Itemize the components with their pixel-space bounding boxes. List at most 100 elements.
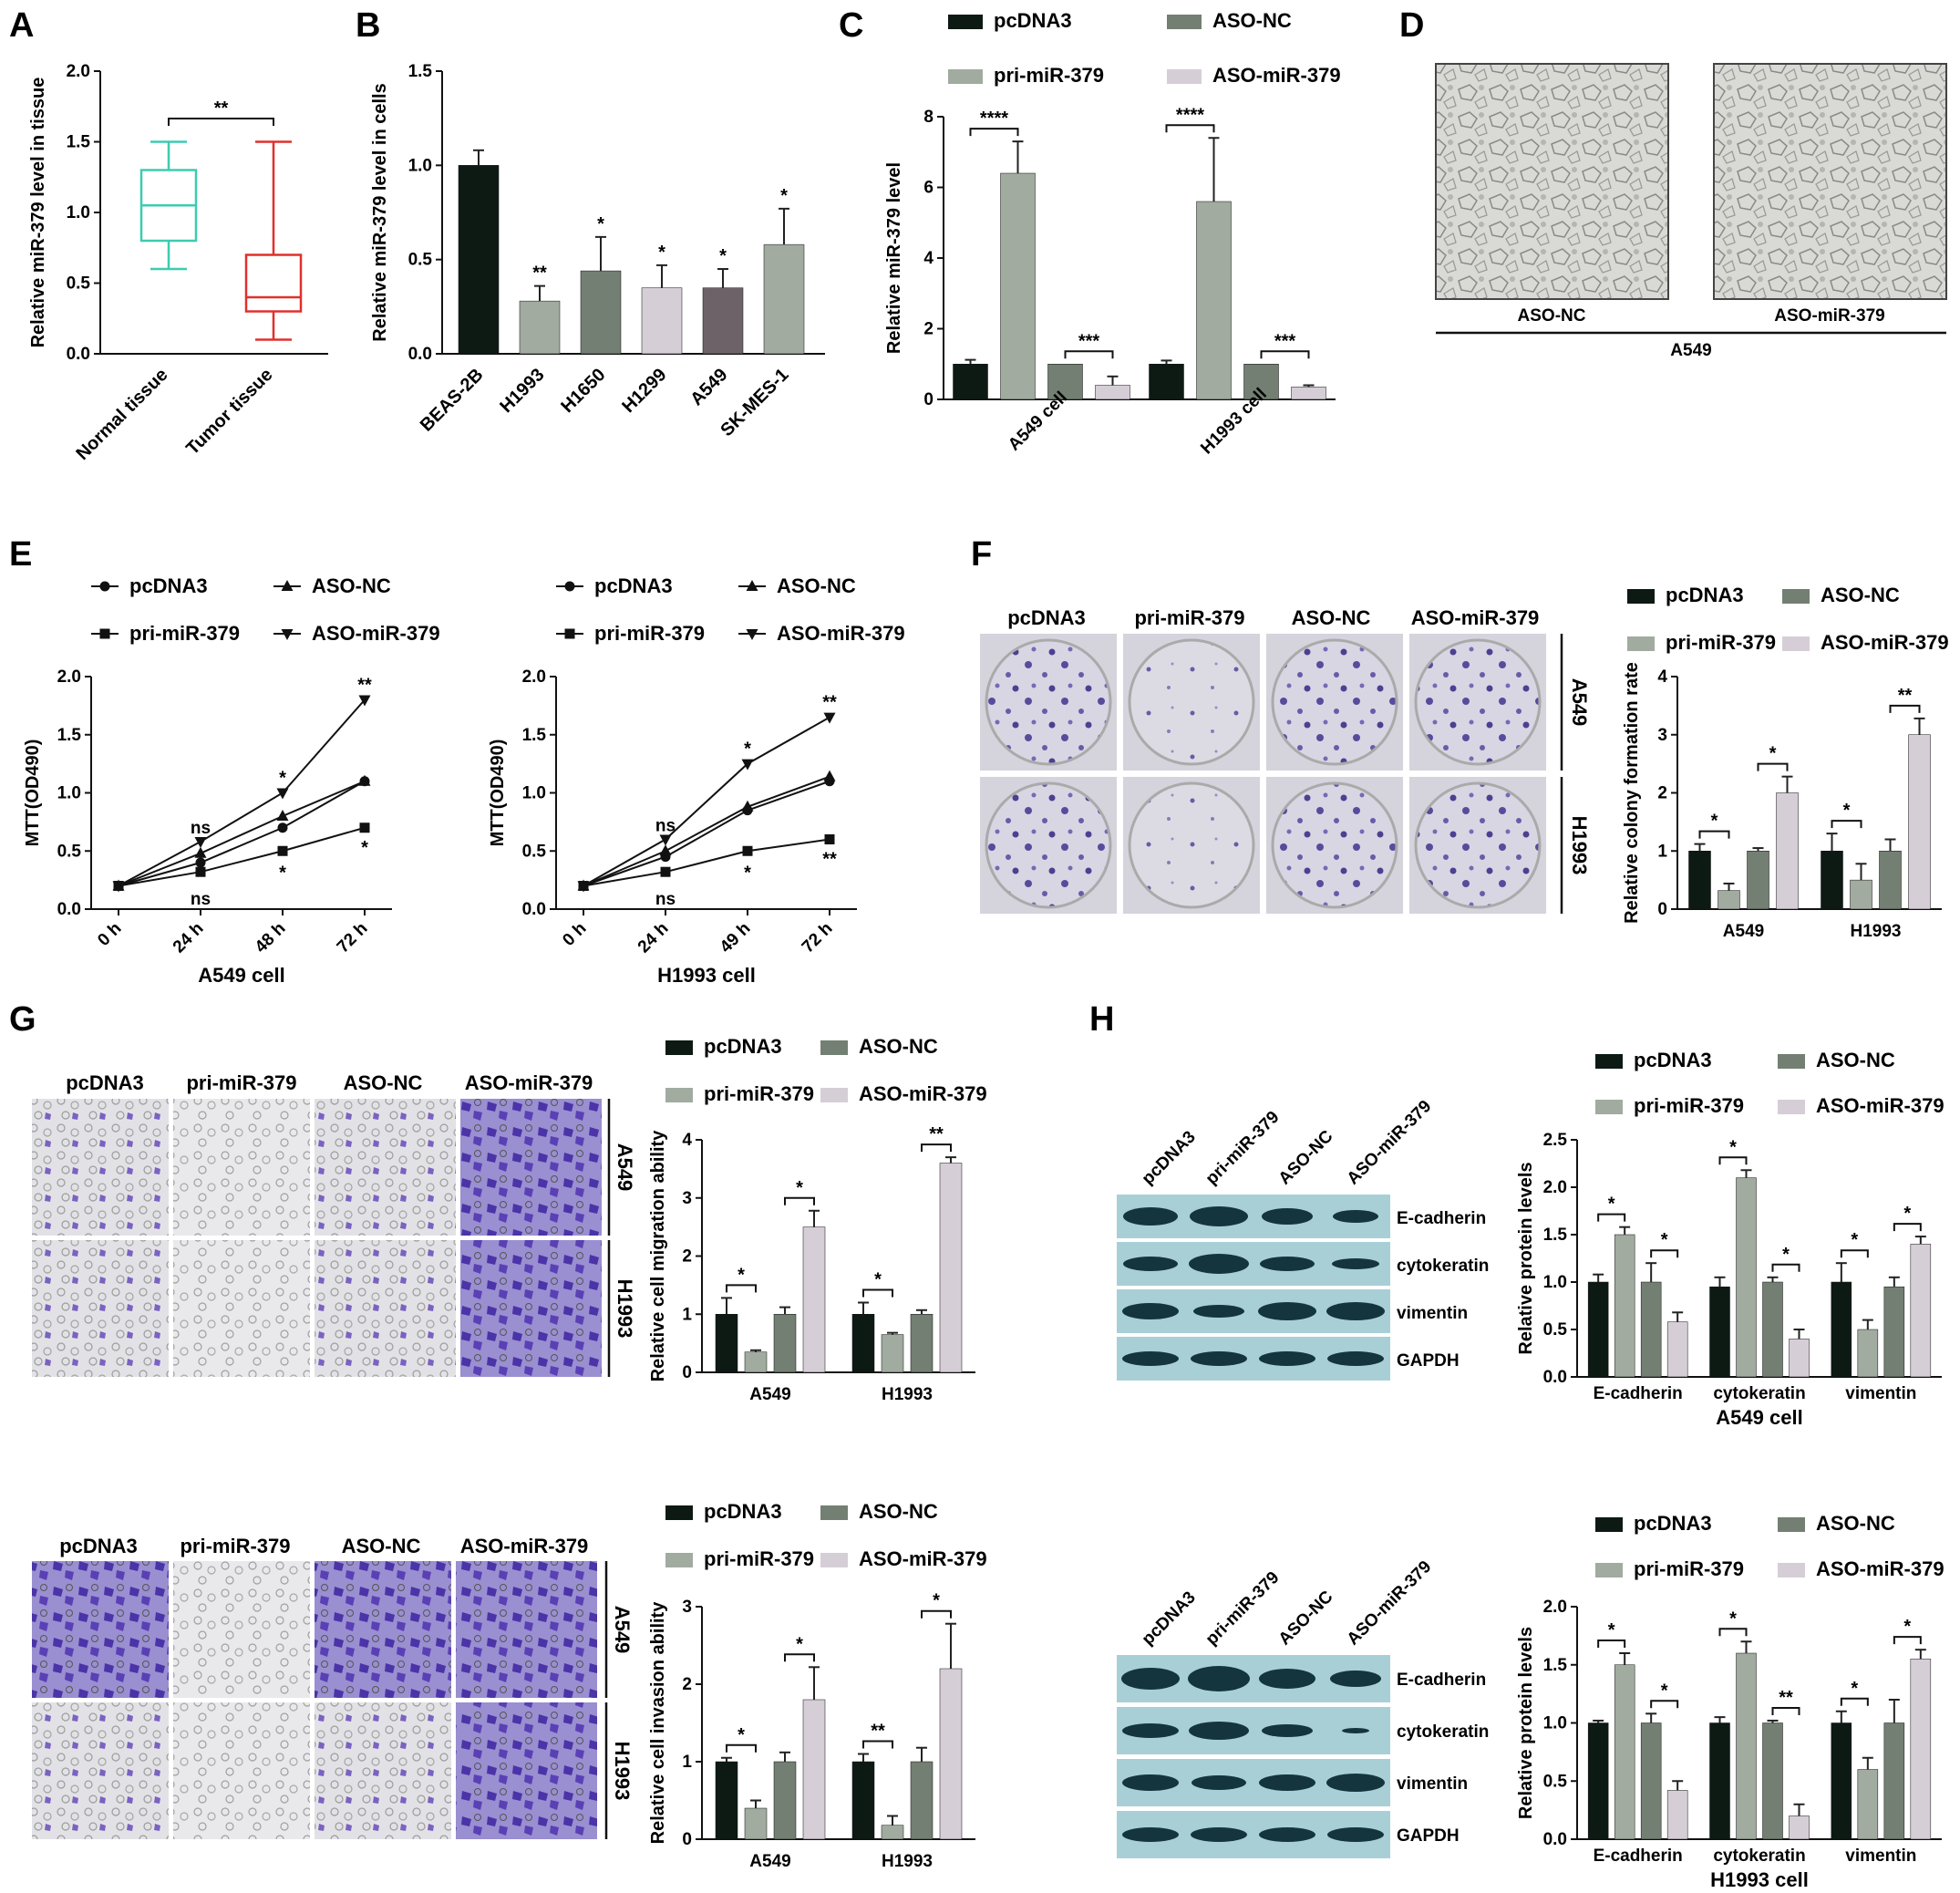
significance-label: * [658, 243, 665, 263]
y-tick-label: 1.0 [1543, 1714, 1567, 1733]
panel-label-c: C [839, 6, 863, 45]
x-tick-label: H1650 [557, 365, 609, 417]
significance-label: * [738, 1265, 745, 1285]
x-tick-label: H1993 [496, 365, 548, 417]
y-tick-label: 4 [682, 1131, 692, 1150]
legend-swatch [1782, 589, 1810, 604]
x-tick-label: 0 h [559, 919, 590, 950]
x-tick-label: 0 h [94, 919, 125, 950]
bar [1047, 364, 1083, 400]
panel-g-migration-images: pcDNA3 pri-miR-379 ASO-NC ASO-miR-379 A5… [32, 1071, 636, 1377]
y-tick-label: 1.5 [67, 133, 91, 152]
series-line [583, 716, 830, 887]
y-axis-label: Relative miR-379 level in cells [370, 83, 390, 342]
bar [702, 287, 744, 355]
y-tick-label: 0.0 [1543, 1830, 1567, 1849]
transwell-image [32, 1702, 169, 1839]
x-axis-label: A549 cell [198, 964, 284, 987]
transwell-image [315, 1240, 456, 1377]
significance-bracket [784, 1196, 815, 1205]
significance-label: * [1729, 1137, 1737, 1157]
significance-bracket [921, 1143, 952, 1153]
y-tick-label: 0.5 [57, 842, 82, 861]
x-tick-label: Normal tissue [72, 365, 171, 464]
legend-marker [99, 628, 110, 639]
x-tick-label: H1993 [882, 1385, 933, 1404]
significance-bracket [1718, 1156, 1748, 1165]
data-point [277, 845, 288, 856]
significance-bracket [862, 1288, 893, 1298]
significance-bracket [1597, 1640, 1626, 1648]
data-point [358, 774, 371, 786]
y-tick-label: 1.0 [57, 784, 81, 803]
bar [715, 1761, 738, 1840]
y-tick-label: 2 [1657, 784, 1667, 803]
x-tick-label: A549 [1723, 922, 1764, 941]
transwell-image [32, 1099, 169, 1236]
band-label: GAPDH [1397, 1351, 1460, 1371]
y-tick-label: 0.0 [57, 900, 81, 919]
significance-bracket [784, 1653, 815, 1662]
transwell-image [173, 1240, 310, 1377]
data-point [194, 846, 207, 858]
bar [1095, 385, 1130, 400]
chart-a-tissue-boxplot: 0.0 0.5 1.0 1.5 2.0 Relative miR-379 level in… [28, 62, 328, 464]
legend-label: ASO-miR-379 [1212, 64, 1341, 87]
bar [1821, 851, 1843, 910]
chart-h-protein-h1993: 0.0 0.5 1.0 1.5 2.0 Relative protein levels E-… [1516, 1512, 1945, 1891]
data-point [276, 810, 289, 821]
legend-swatch [820, 1088, 848, 1102]
y-tick-label: 0.5 [1543, 1320, 1568, 1340]
colony-dish [985, 638, 1112, 766]
bar [851, 1761, 875, 1840]
lane-label: ASO-NC [1275, 1587, 1337, 1649]
significance-label: * [1661, 1230, 1668, 1250]
bar [802, 1226, 826, 1373]
legend-label: pcDNA3 [1634, 1049, 1712, 1071]
transwell-image [460, 1099, 602, 1236]
y-tick-label: 0.0 [408, 345, 432, 364]
bar [1291, 387, 1326, 400]
x-tick-label: vimentin [1845, 1846, 1916, 1866]
bar [580, 270, 622, 355]
y-tick-label: 2.0 [522, 667, 546, 687]
x-tick-label: E-cadherin [1594, 1846, 1683, 1866]
significance-label: ** [1779, 1688, 1793, 1708]
bar [1850, 879, 1872, 910]
series-line [583, 838, 830, 887]
data-point [742, 845, 753, 856]
significance-bracket [1757, 762, 1789, 771]
bar [1149, 364, 1184, 400]
bar [1196, 201, 1232, 400]
y-tick-label: 1.5 [1543, 1656, 1568, 1675]
y-tick-label: 0.0 [1543, 1368, 1567, 1387]
data-point [659, 834, 672, 846]
legend-marker [746, 580, 758, 591]
legend-swatch [665, 1040, 693, 1055]
bar [1709, 1722, 1730, 1840]
legend-label: pcDNA3 [704, 1500, 782, 1523]
legend-label: ASO-NC [777, 574, 856, 597]
y-tick-label: 0.0 [522, 900, 546, 919]
colony-dish [1128, 781, 1255, 909]
data-point [195, 866, 206, 877]
data-point [741, 759, 754, 771]
significance-label: * [1903, 1617, 1911, 1637]
legend-label: ASO-miR-379 [1816, 1557, 1945, 1580]
invasion-row-a549: A549 [611, 1606, 634, 1654]
significance-label: * [719, 246, 727, 266]
significance-label: * [1782, 1245, 1790, 1265]
lane-label: ASO-miR-379 [1344, 1097, 1436, 1189]
x-tick-label: A549 [749, 1385, 790, 1404]
transwell-image [460, 1240, 602, 1377]
legend-label: pcDNA3 [129, 574, 208, 597]
significance-bracket [1893, 1636, 1922, 1645]
bar [1688, 851, 1711, 910]
bar [1614, 1234, 1635, 1378]
transwell-image [315, 1561, 451, 1698]
legend-label: pcDNA3 [704, 1035, 782, 1058]
panel-d-micrographs: ASO-NC ASO-miR-379 A549 [1435, 63, 1947, 360]
bar [910, 1314, 934, 1373]
significance-label: * [933, 1591, 940, 1611]
significance-label: * [1851, 1679, 1858, 1699]
